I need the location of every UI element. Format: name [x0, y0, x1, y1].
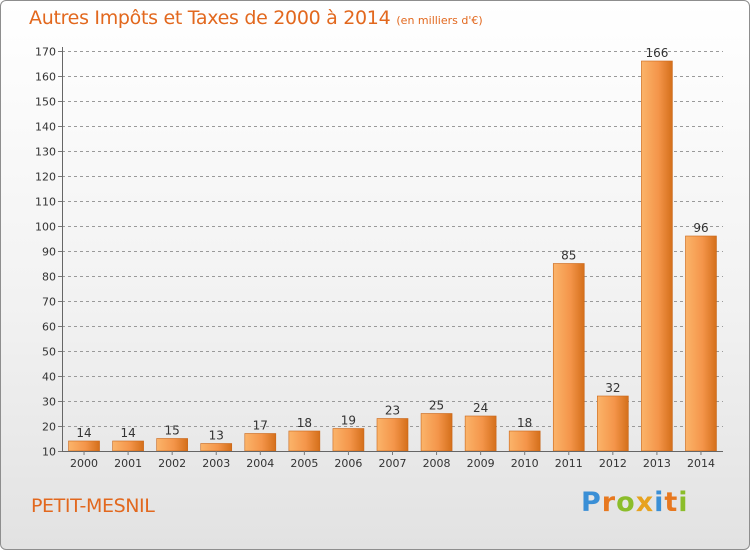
- x-tick-label: 2014: [687, 457, 715, 470]
- chart-unit: (en milliers d'€): [396, 14, 483, 27]
- bar-value-label: 14: [76, 426, 91, 440]
- bar-value-label: 19: [341, 414, 356, 428]
- axes: 10 20 30 40 50 60 70 80 90 100 110 120 130 140 150 160 1…: [35, 46, 723, 470]
- x-tick-label: 2008: [423, 457, 451, 470]
- bar: [376, 418, 409, 452]
- bar: [420, 413, 453, 452]
- bar-value-label: 18: [517, 416, 532, 430]
- bar: [156, 438, 188, 452]
- bar-value-label: 24: [473, 401, 488, 415]
- bar-value-label: 85: [561, 249, 576, 263]
- logo-letter: i: [678, 487, 689, 518]
- bar: [200, 443, 233, 452]
- bar-value-label: 23: [385, 404, 400, 418]
- y-tick-label: 30: [42, 396, 56, 409]
- y-tick-label: 150: [35, 96, 56, 109]
- proxiti-logo: Proxiti: [581, 487, 689, 518]
- bar: [597, 395, 629, 452]
- y-tick-label: 60: [42, 321, 56, 334]
- x-tick-label: 2003: [202, 457, 230, 470]
- bar-value-label: 166: [645, 46, 668, 60]
- bar: [508, 430, 541, 452]
- labels: 14 14 15 13 17 18 19 23 25 24 18 85 32 166 96: [76, 46, 708, 443]
- y-tick-label: 130: [35, 146, 56, 159]
- y-tick-label: 100: [35, 221, 56, 234]
- y-tick-label: 90: [42, 246, 56, 259]
- bar-value-label: 17: [253, 419, 268, 433]
- bar: [68, 440, 100, 452]
- bar: [112, 440, 144, 452]
- y-tick-label: 50: [42, 346, 56, 359]
- y-tick-label: 140: [35, 121, 56, 134]
- x-tick-label: 2001: [114, 457, 142, 470]
- x-tick-label: 2002: [158, 457, 186, 470]
- x-tick-label: 2000: [70, 457, 98, 470]
- bar: [464, 415, 497, 452]
- x-tick-label: 2007: [379, 457, 407, 470]
- grid-lines: [62, 51, 723, 452]
- y-tick-label: 80: [42, 271, 56, 284]
- bar-value-label: 14: [120, 426, 135, 440]
- bars: [68, 60, 717, 452]
- bar: [685, 235, 717, 452]
- bar: [332, 428, 365, 452]
- bar: [288, 430, 321, 452]
- logo-letter: o: [616, 487, 636, 518]
- x-tick-label: 2005: [290, 457, 318, 470]
- logo-letter: P: [581, 487, 602, 518]
- y-tick-label: 10: [42, 446, 56, 459]
- y-tick-label: 120: [35, 171, 56, 184]
- logo-letter: x: [635, 487, 655, 518]
- city-name: PETIT-MESNIL: [31, 495, 155, 517]
- bar: [244, 433, 277, 452]
- bar: [641, 60, 673, 452]
- bar: [552, 263, 585, 452]
- bar-value-label: 32: [605, 381, 620, 395]
- bar-value-label: 18: [297, 416, 312, 430]
- x-tick-label: 2010: [511, 457, 539, 470]
- bar-value-label: 96: [693, 221, 708, 235]
- y-tick-label: 20: [42, 421, 56, 434]
- y-tick-label: 170: [35, 46, 56, 59]
- logo-letter: t: [664, 487, 679, 518]
- bar-value-label: 25: [429, 399, 444, 413]
- y-tick-label: 160: [35, 71, 56, 84]
- x-tick-label: 2004: [246, 457, 274, 470]
- y-tick-label: 110: [35, 196, 56, 209]
- y-tick-label: 40: [42, 371, 56, 384]
- x-tick-label: 2011: [555, 457, 583, 470]
- x-tick-label: 2012: [599, 457, 627, 470]
- bar-value-label: 15: [165, 424, 180, 438]
- logo-letter: r: [601, 487, 617, 518]
- x-tick-label: 2006: [334, 457, 362, 470]
- chart-title: Autres Impôts et Taxes de 2000 à 2014 (en…: [29, 7, 483, 29]
- bar-value-label: 13: [209, 429, 224, 443]
- x-tick-label: 2013: [643, 457, 671, 470]
- x-tick-label: 2009: [467, 457, 495, 470]
- logo-letter: i: [654, 487, 665, 518]
- y-tick-label: 70: [42, 296, 56, 309]
- chart-title-text: Autres Impôts et Taxes de 2000 à 2014: [29, 7, 391, 29]
